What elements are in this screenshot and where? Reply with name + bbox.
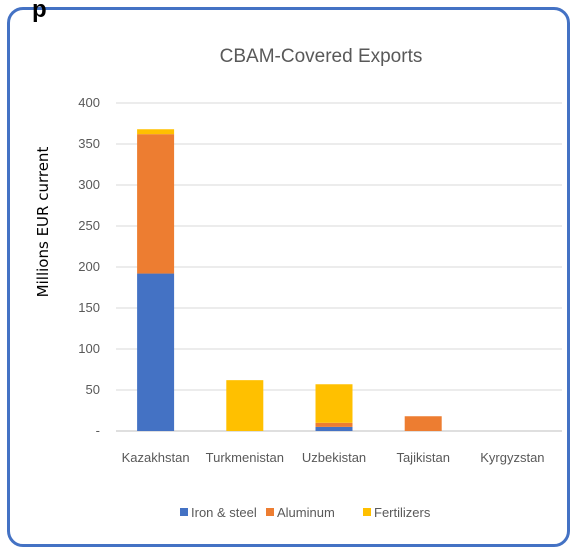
gridlines <box>116 102 562 432</box>
bar-segment <box>137 273 175 431</box>
y-tick-label: 400 <box>78 95 100 110</box>
x-category-label: Uzbekistan <box>302 450 366 465</box>
y-axis-label: Millions EUR current <box>34 147 52 298</box>
bar-segment <box>315 384 353 423</box>
y-tick-label: 200 <box>78 259 100 274</box>
y-tick-label: 50 <box>86 382 100 397</box>
bar-segment <box>137 134 175 274</box>
y-tick-label: 150 <box>78 300 100 315</box>
y-tick-label: - <box>96 423 100 438</box>
legend-swatch <box>363 508 371 516</box>
bar-segment <box>137 129 175 135</box>
legend-swatch <box>180 508 188 516</box>
x-category-label: Kyrgyzstan <box>480 450 544 465</box>
x-category-label: Turkmenistan <box>206 450 284 465</box>
bar-segment <box>315 422 353 427</box>
x-category-label: Kazakhstan <box>122 450 190 465</box>
x-axis-categories: Kazakhstan Turkmenistan Uzbekistan Tajikist… <box>122 450 545 465</box>
y-tick-label: 300 <box>78 177 100 192</box>
legend: Iron & steel Aluminum Fertilizers <box>180 505 431 520</box>
bar-segment <box>315 426 353 431</box>
bar-segment <box>226 380 264 431</box>
bars <box>137 129 442 431</box>
legend-label: Iron & steel <box>191 505 257 520</box>
legend-swatch <box>266 508 274 516</box>
bar-segment <box>404 416 442 431</box>
x-category-label: Tajikistan <box>396 450 449 465</box>
y-tick-label: 350 <box>78 136 100 151</box>
cropped-heading-fragment: p <box>32 0 47 23</box>
chart-title: CBAM-Covered Exports <box>220 46 423 67</box>
y-axis-ticks: - 50 100 150 200 250 300 350 400 <box>78 95 100 438</box>
chart-frame: p <box>7 0 570 547</box>
y-tick-label: 250 <box>78 218 100 233</box>
y-tick-label: 100 <box>78 341 100 356</box>
legend-label: Aluminum <box>277 505 335 520</box>
legend-label: Fertilizers <box>374 505 431 520</box>
